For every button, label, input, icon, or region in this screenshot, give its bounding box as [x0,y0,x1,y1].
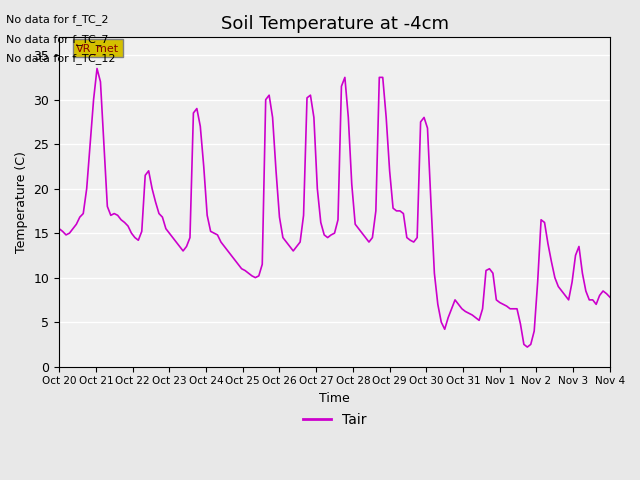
Text: No data for f_TC_2: No data for f_TC_2 [6,14,109,25]
Y-axis label: Temperature (C): Temperature (C) [15,151,28,253]
Text: VR_met: VR_met [76,43,120,54]
Legend: Tair: Tair [298,407,372,432]
Text: No data for f_TC_12: No data for f_TC_12 [6,53,116,64]
X-axis label: Time: Time [319,392,350,405]
Text: No data for f_TC_7: No data for f_TC_7 [6,34,109,45]
Title: Soil Temperature at -4cm: Soil Temperature at -4cm [221,15,449,33]
